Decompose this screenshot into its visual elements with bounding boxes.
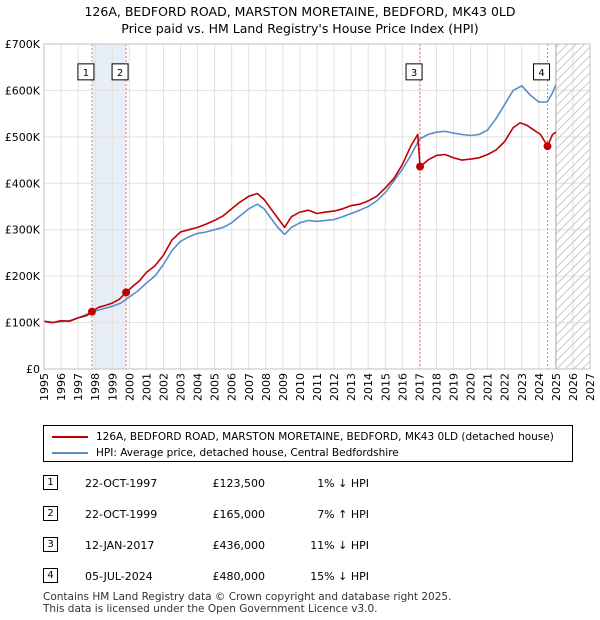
x-tick-label: 2001 xyxy=(140,373,153,401)
x-tick-label: 2008 xyxy=(260,373,273,401)
sale-row: 2 22-OCT-1999 £165,000 7% ↑ HPI xyxy=(43,504,583,524)
sale-badge-label-2: 2 xyxy=(117,68,123,79)
x-tick-label: 1995 xyxy=(38,373,51,401)
sale-number-badge: 1 xyxy=(43,475,58,490)
sale-price: £480,000 xyxy=(212,570,266,583)
x-tick-label: 2003 xyxy=(175,373,188,401)
sale-point-1 xyxy=(87,307,96,316)
sale-point-2 xyxy=(122,288,131,297)
x-tick-label: 2015 xyxy=(379,373,392,401)
sale-hpi-diff: 11% ↓ HPI xyxy=(310,539,369,552)
x-tick-label: 1998 xyxy=(89,373,102,401)
y-tick-label: £100K xyxy=(5,317,41,330)
sale-number-badge: 4 xyxy=(43,568,58,583)
sale-hpi-diff: 1% ↓ HPI xyxy=(317,477,369,490)
x-tick-label: 2026 xyxy=(567,373,580,401)
x-tick-label: 2013 xyxy=(345,373,358,401)
legend-label-property: 126A, BEDFORD ROAD, MARSTON MORETAINE, B… xyxy=(96,430,554,443)
x-tick-label: 2020 xyxy=(465,373,478,401)
x-tick-label: 1997 xyxy=(72,373,85,401)
x-tick-label: 2010 xyxy=(294,373,307,401)
title-line-1: 126A, BEDFORD ROAD, MARSTON MORETAINE, B… xyxy=(84,4,516,19)
y-tick-label: £200K xyxy=(5,270,41,283)
legend: 126A, BEDFORD ROAD, MARSTON MORETAINE, B… xyxy=(43,425,573,462)
x-tick-label: 2017 xyxy=(413,373,426,401)
footer-copyright: Contains HM Land Registry data © Crown c… xyxy=(43,591,452,603)
x-tick-label: 1996 xyxy=(55,373,68,401)
x-tick-label: 2027 xyxy=(584,373,597,401)
sale-price: £123,500 xyxy=(212,477,266,490)
sale-date: 05-JUL-2024 xyxy=(85,570,153,583)
sale-date: 22-OCT-1999 xyxy=(85,508,158,521)
x-tick-label: 2012 xyxy=(328,373,341,401)
sale-date: 22-OCT-1997 xyxy=(85,477,158,490)
sale-row: 3 12-JAN-2017 £436,000 11% ↓ HPI xyxy=(43,535,583,555)
sale-row: 4 05-JUL-2024 £480,000 15% ↓ HPI xyxy=(43,566,583,586)
y-tick-label: £300K xyxy=(5,224,41,237)
x-tick-label: 2016 xyxy=(396,373,409,401)
footer-licence: This data is licensed under the Open Gov… xyxy=(43,603,378,615)
x-tick-label: 2005 xyxy=(209,373,222,401)
x-tick-label: 2022 xyxy=(499,373,512,401)
forecast-region xyxy=(555,44,590,369)
sale-point-3 xyxy=(416,162,425,171)
sale-badge-2 xyxy=(111,63,129,81)
sale-badge-4 xyxy=(533,63,551,81)
x-tick-label: 2025 xyxy=(550,373,563,401)
x-tick-label: 2007 xyxy=(243,373,256,401)
x-tick-label: 1999 xyxy=(106,373,119,401)
y-tick-label: £500K xyxy=(5,131,41,144)
price-chart: 1 2 3 4 £0 £100K £200K £300K £400K £500K £600K £70… xyxy=(5,38,597,401)
y-tick-label: £400K xyxy=(5,177,41,190)
x-tick-label: 2014 xyxy=(362,373,375,401)
x-tick-label: 2000 xyxy=(123,373,136,401)
sale-hpi-diff: 15% ↓ HPI xyxy=(310,570,369,583)
legend-label-hpi: HPI: Average price, detached house, Cent… xyxy=(96,446,399,459)
legend-item-hpi: HPI: Average price, detached house, Cent… xyxy=(52,445,399,460)
x-tick-label: 2002 xyxy=(157,373,170,401)
x-tick-label: 2021 xyxy=(482,373,495,401)
sale-date: 12-JAN-2017 xyxy=(85,539,155,552)
sale-row: 1 22-OCT-1997 £123,500 1% ↓ HPI xyxy=(43,473,583,493)
x-tick-label: 2011 xyxy=(311,373,324,401)
sale-badge-1 xyxy=(77,63,95,81)
sale-number-badge: 2 xyxy=(43,506,58,521)
sale-point-4 xyxy=(543,142,552,151)
legend-line-property xyxy=(52,435,88,438)
shaded-period xyxy=(91,44,127,369)
x-tick-label: 2009 xyxy=(277,373,290,401)
x-tick-label: 2024 xyxy=(533,373,546,401)
sale-number-badge: 3 xyxy=(43,537,58,552)
legend-line-hpi xyxy=(52,451,88,454)
x-tick-label: 2019 xyxy=(448,373,461,401)
sale-hpi-diff: 7% ↑ HPI xyxy=(317,508,369,521)
footer: Contains HM Land Registry data © Crown c… xyxy=(43,591,451,615)
sale-price: £436,000 xyxy=(212,539,266,552)
sale-badge-3 xyxy=(405,63,423,81)
title-line-2: Price paid vs. HM Land Registry's House … xyxy=(121,21,479,36)
y-tick-label: £700K xyxy=(5,38,41,51)
x-tick-label: 2018 xyxy=(430,373,443,401)
legend-item-property: 126A, BEDFORD ROAD, MARSTON MORETAINE, B… xyxy=(52,429,554,444)
sale-badge-label-1: 1 xyxy=(83,68,89,79)
x-tick-label: 2006 xyxy=(226,373,239,401)
series-line-hpi xyxy=(43,84,557,324)
y-tick-label: £600K xyxy=(5,84,41,97)
x-tick-label: 2023 xyxy=(516,373,529,401)
sale-price: £165,000 xyxy=(212,508,266,521)
sale-badge-label-3: 3 xyxy=(411,68,417,79)
x-tick-label: 2004 xyxy=(192,373,205,401)
plot-frame xyxy=(43,43,591,370)
sale-badge-label-4: 4 xyxy=(538,68,544,79)
chart-title: 126A, BEDFORD ROAD, MARSTON MORETAINE, B… xyxy=(0,3,600,37)
y-tick-label: £0 xyxy=(26,363,40,376)
